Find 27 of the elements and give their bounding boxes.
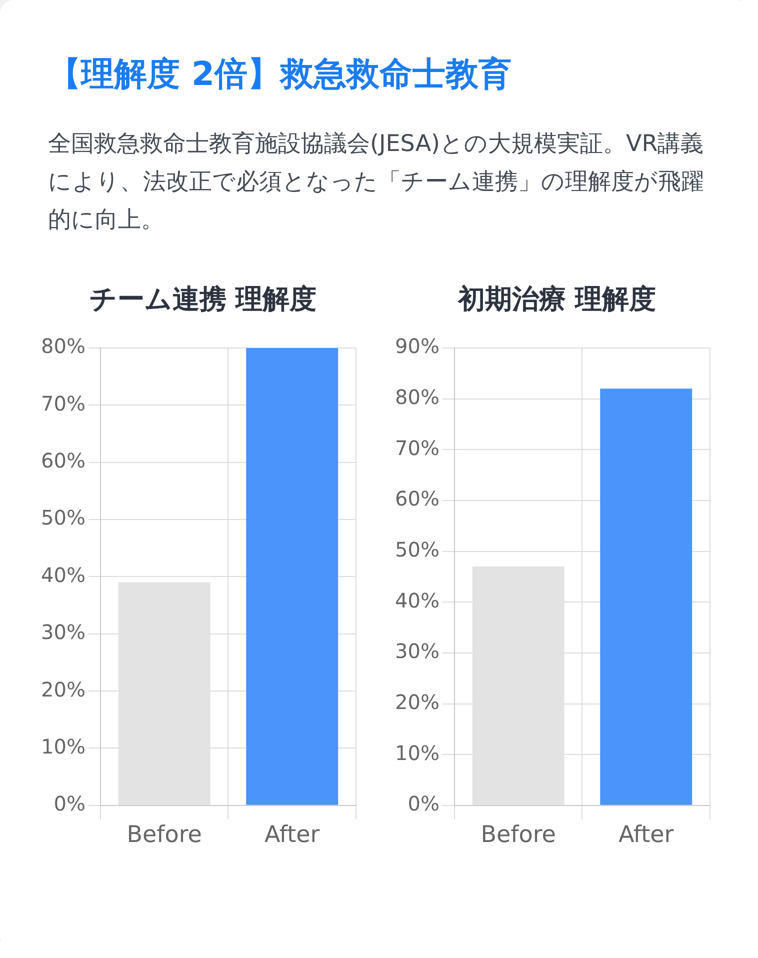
x-tick-label: After <box>618 822 674 848</box>
y-tick-label: 80% <box>41 334 86 358</box>
x-tick-label: After <box>264 822 320 848</box>
y-tick-label: 30% <box>395 639 440 664</box>
y-tick-label: 60% <box>41 448 86 473</box>
y-tick-label: 90% <box>395 334 440 358</box>
y-tick-label: 20% <box>41 677 86 702</box>
y-tick-label: 30% <box>41 620 86 644</box>
y-tick-label: 80% <box>395 385 440 410</box>
y-tick-label: 50% <box>395 537 440 562</box>
y-tick-label: 10% <box>41 734 86 758</box>
text: 【理解度 2倍】救急救命士教育 <box>48 53 512 95</box>
y-tick-label: 60% <box>395 486 440 511</box>
y-tick-label: 50% <box>41 506 86 530</box>
y-tick-label: 0% <box>408 792 440 816</box>
y-tick-label: 70% <box>41 391 86 416</box>
y-tick-label: 20% <box>395 690 440 714</box>
y-tick-label: 40% <box>41 562 86 587</box>
text: 全国救急救命士教育施設協議会(JESA)との大規模実証。VR講義により、法改正で必須となった「チーム連携」の理解度が飛躍的に向上。 <box>48 130 705 235</box>
y-tick-label: 40% <box>395 588 440 612</box>
y-tick-label: 70% <box>395 436 440 460</box>
y-tick-label: 10% <box>395 740 440 765</box>
x-tick-label: Before <box>126 822 202 848</box>
chart-title: チーム連携 理解度 <box>88 283 318 317</box>
y-tick-label: 0% <box>54 792 86 816</box>
chart-title: 初期治療 理解度 <box>456 283 658 317</box>
x-tick-label: Before <box>480 822 556 848</box>
